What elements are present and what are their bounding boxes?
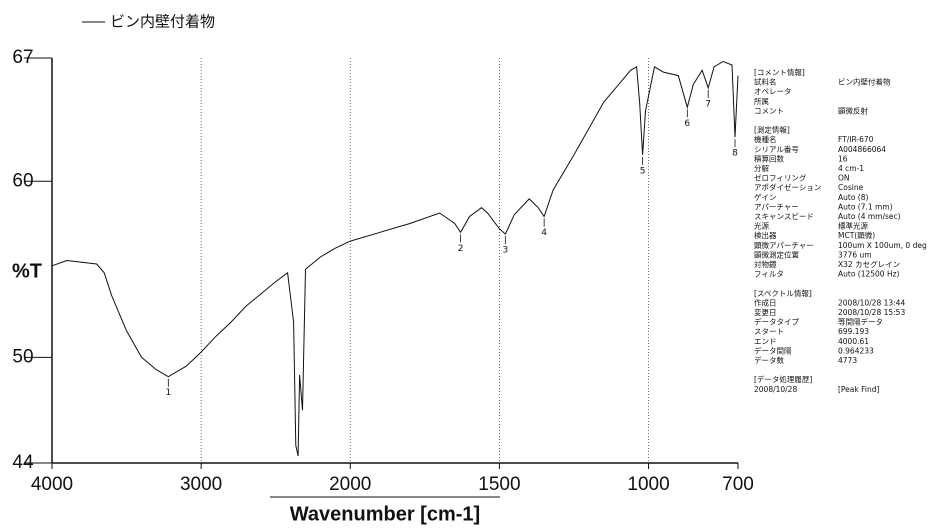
- x-tick-label: 2000: [329, 474, 371, 495]
- info-text: X32 カセグレイン: [838, 259, 900, 269]
- x-tick-label: 4000: [31, 474, 73, 495]
- info-text: 顕微反射: [838, 105, 868, 115]
- x-axis-label: Wavenumber [cm-1]: [290, 503, 480, 525]
- peak-label: 5: [640, 166, 646, 176]
- info-text: 16: [838, 154, 848, 163]
- info-text: ゼロフィリング: [754, 173, 807, 183]
- info-text: ゲイン: [754, 193, 776, 202]
- info-text: FT/IR-670: [838, 135, 874, 144]
- x-tick-label: 1000: [627, 474, 669, 495]
- peak-label: 1: [165, 388, 171, 398]
- info-text: 2008/10/28: [754, 385, 797, 394]
- info-text: [データ処理履歴]: [754, 374, 812, 384]
- info-text: アポダイゼーション: [754, 182, 821, 192]
- peak-label: 2: [458, 244, 464, 254]
- y-tick-label: 67: [12, 47, 33, 68]
- x-tick-label: 700: [722, 474, 754, 495]
- info-text: データ数: [754, 355, 784, 365]
- info-text: データタイプ: [754, 317, 799, 327]
- info-text: [測定情報]: [754, 125, 790, 135]
- legend-label: ビン内壁付着物: [110, 13, 215, 31]
- info-text: 3776 um: [838, 250, 872, 259]
- y-tick-label: 60: [12, 170, 33, 191]
- info-text: Auto (12500 Hz): [838, 270, 900, 279]
- info-text: Auto (7.1 mm): [838, 202, 893, 211]
- info-text: 対物鏡: [754, 259, 777, 269]
- info-text: 4 cm-1: [838, 164, 864, 173]
- info-text: シリアル番号: [754, 144, 799, 154]
- info-text: [コメント情報]: [754, 67, 805, 77]
- info-text: 0.964233: [838, 346, 874, 355]
- peak-label: 8: [732, 149, 738, 159]
- info-text: [スペクトル情報]: [754, 288, 812, 298]
- info-text: データ間隔: [754, 345, 792, 355]
- info-text: 100um X 100um, 0 deg: [838, 241, 927, 250]
- y-tick-label: 50: [12, 346, 33, 367]
- info-text: エンド: [754, 337, 777, 346]
- info-text: 検出器: [754, 230, 777, 240]
- info-text: A004866064: [838, 145, 886, 154]
- peak-label: 3: [502, 246, 508, 256]
- info-text: フィルタ: [754, 270, 784, 279]
- info-text: Auto (4 mm/sec): [838, 212, 901, 221]
- info-text: 所属: [754, 96, 769, 106]
- info-text: Cosine: [838, 183, 864, 192]
- info-text: コメント: [754, 106, 784, 115]
- x-tick-label: 3000: [180, 474, 222, 495]
- info-text: オペレータ: [754, 87, 792, 96]
- info-text: 2008/10/28 15:53: [838, 308, 905, 317]
- info-text: ON: [838, 174, 850, 183]
- info-text: 等間隔データ: [838, 317, 883, 327]
- peak-label: 4: [541, 228, 547, 238]
- info-text: [Peak Find]: [838, 385, 879, 394]
- info-text: 顕微測定位置: [754, 249, 799, 259]
- peak-label: 7: [705, 99, 711, 109]
- info-text: 4773: [838, 356, 857, 365]
- info-text: ビン内壁付着物: [838, 77, 891, 87]
- info-text: アパーチャー: [754, 202, 799, 211]
- info-text: 標準光源: [838, 221, 868, 231]
- info-text: スキャンスピード: [754, 212, 814, 221]
- y-tick-label: 44: [12, 452, 34, 473]
- info-text: スタート: [754, 327, 784, 336]
- peak-label: 6: [684, 119, 690, 129]
- info-text: 4000.61: [838, 337, 869, 346]
- info-text: 変更日: [754, 307, 777, 317]
- y-axis-label: %T: [12, 260, 42, 282]
- info-text: 機種名: [754, 134, 777, 144]
- info-text: 699.193: [838, 327, 869, 336]
- spectrum-line: [51, 60, 739, 457]
- info-text: 試料名: [754, 77, 777, 87]
- info-text: MCT(顕微): [838, 230, 875, 240]
- info-text: 分解: [754, 163, 769, 173]
- info-text: 光源: [754, 221, 769, 231]
- x-tick-label: 1500: [478, 474, 520, 495]
- info-text: Auto (8): [838, 193, 868, 202]
- info-text: 顕微アパーチャー: [754, 240, 814, 250]
- info-text: 2008/10/28 13:44: [838, 298, 905, 307]
- info-text: 作成日: [754, 297, 777, 307]
- info-text: 積算回数: [754, 153, 784, 163]
